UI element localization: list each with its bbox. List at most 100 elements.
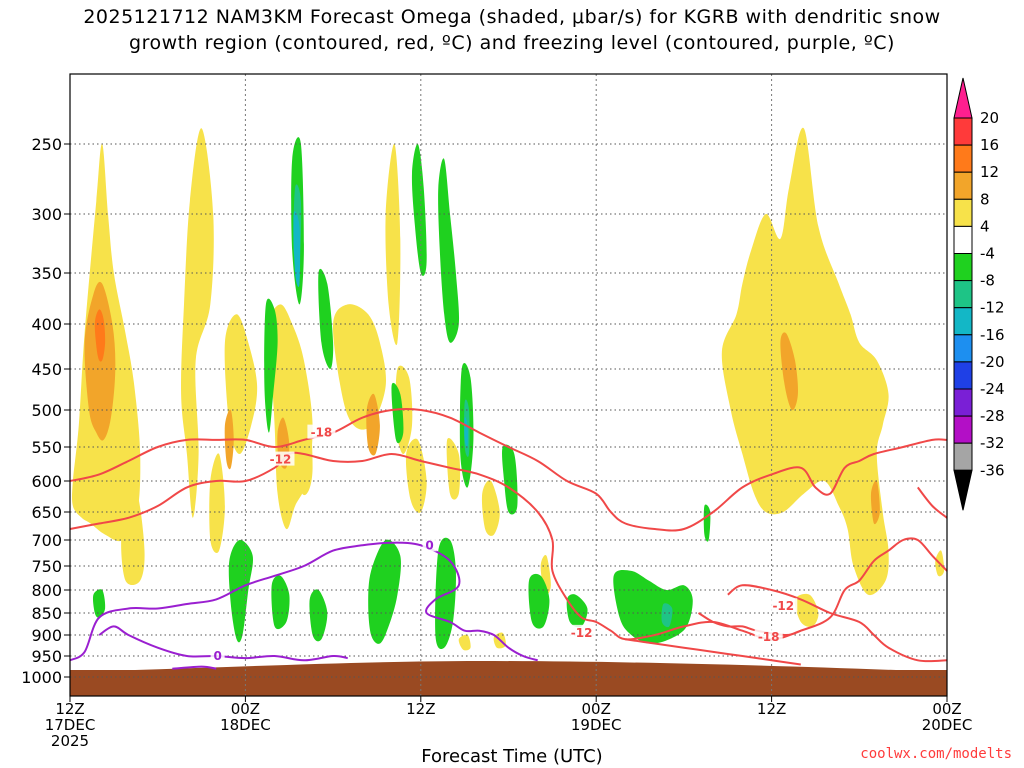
colorbar-label: -4 [980, 245, 995, 263]
colorbar-swatch [953, 117, 973, 146]
temp-label-bg-1 [266, 451, 295, 466]
colorbar-swatch [953, 171, 973, 200]
temp-label-bg-3 [754, 629, 783, 644]
plot-frame [69, 73, 948, 697]
colorbar-label: -8 [980, 272, 995, 290]
colorbar-bottom-arrow [953, 469, 973, 511]
omega-region-40 [366, 393, 380, 456]
y-tick-label: 250 [31, 135, 62, 154]
omega-region-23 [438, 158, 460, 343]
temp-label-bg-4 [567, 624, 596, 639]
temp-contour-label: -18 [758, 630, 780, 644]
temp-contour-5 [917, 486, 948, 519]
x-tick-label: 19DEC [571, 716, 622, 734]
temp-contour-4 [625, 638, 801, 666]
temp-contour-3 [697, 612, 802, 637]
x-tick-label: 00Z [932, 700, 961, 718]
omega-region-28 [368, 539, 401, 644]
chart-title-line2: growth region (contoured, red, ºC) and f… [129, 32, 895, 54]
omega-region-31 [566, 594, 588, 628]
omega-region-41 [780, 332, 798, 411]
freezing-contour-2 [172, 665, 217, 670]
colorbar-label: 8 [980, 190, 990, 208]
omega-region-4 [224, 314, 258, 454]
colorbar-swatch [953, 225, 973, 254]
y-axis-ticks: 250 300 350 400 450 500 550 600 650 700 750 800 850 9… [21, 135, 70, 687]
omega-region-46 [94, 309, 106, 362]
x-tick-label: 18DEC [220, 716, 271, 734]
colorbar-label: -24 [980, 380, 1005, 398]
y-tick-label: 500 [31, 401, 62, 420]
colorbar-label: -36 [980, 461, 1005, 479]
omega-region-42 [870, 480, 880, 525]
y-tick-label: 650 [31, 503, 62, 522]
temp-contour-label: -18 [311, 426, 333, 440]
x-tick-label: 20DEC [922, 716, 973, 734]
colorbar-label: -16 [980, 326, 1005, 344]
colorbar-label: -32 [980, 434, 1005, 452]
omega-region-16 [721, 127, 889, 596]
y-tick-label: 750 [31, 557, 62, 576]
x-tick-label: 12Z [757, 700, 786, 718]
colorbar-top-arrow [953, 77, 973, 119]
colorbar-label: 12 [980, 163, 999, 181]
temp-contour-1 [69, 451, 948, 641]
y-tick-label: 900 [31, 626, 62, 645]
omega-region-12 [481, 480, 500, 536]
freeze-label-bg-1 [210, 648, 225, 662]
y-tick-label: 1000 [21, 668, 62, 687]
y-tick-label: 350 [31, 264, 62, 283]
ground-surface [70, 670, 947, 696]
colorbar-swatch [953, 361, 973, 390]
omega-region-19 [264, 298, 278, 433]
temp-contour-label: -12 [772, 599, 794, 613]
omega-region-2 [181, 128, 214, 518]
y-tick-label: 800 [31, 581, 62, 600]
omega-region-3 [209, 453, 225, 554]
colorbar-label: 16 [980, 136, 999, 154]
omega-region-45 [661, 603, 673, 628]
colorbar-swatch [953, 280, 973, 309]
omega-region-1 [121, 492, 145, 586]
omega-region-6 [297, 387, 313, 496]
freezing-contour-label: 0 [425, 538, 433, 552]
omega-region-14 [458, 634, 471, 651]
colorbar-label: -28 [980, 407, 1005, 425]
y-tick-label: 600 [31, 472, 62, 491]
omega-region-22 [411, 143, 427, 276]
colorbar-swatch [953, 144, 973, 173]
omega-region-25 [502, 444, 518, 515]
colorbar-swatch [953, 307, 973, 336]
omega-region-27 [271, 575, 290, 630]
omega-region-17 [794, 593, 819, 627]
temp-label-bg-0 [307, 424, 336, 439]
x-axis-label: Forecast Time (UTC) [421, 746, 603, 767]
freeze-label-bg-0 [422, 537, 437, 552]
x-tick-label: 12Z [55, 700, 84, 718]
y-tick-label: 850 [31, 604, 62, 623]
colorbar-swatch [953, 198, 973, 227]
omega-region-47 [293, 211, 301, 288]
colorbar-label: -20 [980, 353, 1005, 371]
freezing-contour-label: 0 [213, 649, 221, 663]
y-tick-label: 450 [31, 360, 62, 379]
temp-contour-0 [69, 408, 948, 532]
x-tick-label: 00Z [582, 700, 611, 718]
temp-contour-2 [727, 584, 948, 663]
x-tick-label: 2025 [51, 732, 89, 750]
temp-contour-label: -12 [571, 626, 593, 640]
x-tick-label: 00Z [231, 700, 260, 718]
omega-shading-layer [70, 127, 947, 680]
omega-region-36 [92, 589, 106, 618]
x-tick-label: 17DEC [45, 716, 96, 734]
colorbar-label: -12 [980, 299, 1005, 317]
omega-region-30 [528, 573, 550, 629]
omega-region-35 [391, 382, 404, 444]
omega-region-32 [613, 570, 693, 644]
temp-label-bg-2 [769, 598, 798, 613]
colorbar-label: 20 [980, 109, 999, 127]
site-credit: coolwx.com/modelts [860, 746, 1012, 762]
omega-region-33 [703, 504, 711, 542]
